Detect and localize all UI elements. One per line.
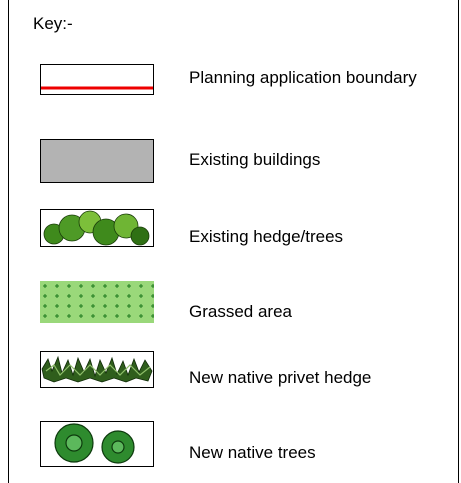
legend-label: Existing buildings: [189, 149, 421, 171]
trees-swatch: [40, 421, 155, 468]
legend-label: Planning application boundary: [189, 67, 421, 89]
boundary-swatch: [40, 64, 155, 96]
legend-label: New native privet hedge: [189, 367, 421, 389]
grass-swatch: [40, 281, 155, 324]
legend-label: Grassed area: [189, 301, 421, 323]
hedge-trees-swatch: [40, 206, 155, 248]
buildings-swatch: [40, 139, 155, 184]
legend-label: Existing hedge/trees: [189, 226, 421, 248]
privet-hedge-swatch: [40, 351, 155, 389]
legend: Key:- Planning application boundary Exis…: [8, 0, 459, 483]
legend-title: Key:-: [33, 14, 73, 34]
legend-label: New native trees: [189, 442, 421, 464]
